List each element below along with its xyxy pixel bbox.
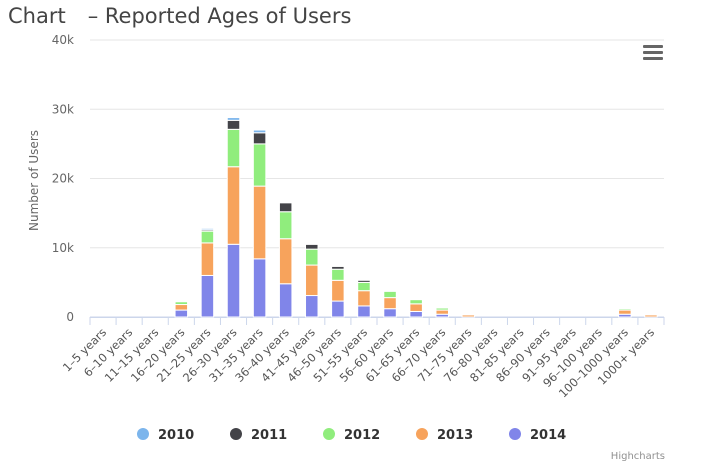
chart-title: Chart – Reported Ages of Users	[8, 4, 351, 28]
bar-segment-2012[interactable]	[200, 230, 215, 244]
bar-segment-2012[interactable]	[383, 290, 397, 299]
legend-label: 2010	[158, 428, 194, 443]
bar-segment-2012[interactable]	[618, 308, 632, 311]
legend-item-2014[interactable]: 2014	[509, 428, 566, 443]
y-tick-label: 0	[66, 310, 74, 324]
bar-segment-2013[interactable]	[383, 297, 397, 310]
bar-segment-2014[interactable]	[409, 310, 423, 318]
legend-item-2013[interactable]: 2013	[416, 428, 473, 443]
bar-segment-2014[interactable]	[200, 274, 215, 318]
legend-label: 2011	[251, 428, 287, 443]
bar-segment-2013[interactable]	[331, 279, 345, 302]
bar-segment-2013[interactable]	[226, 166, 241, 245]
bar-segment-2014[interactable]	[305, 295, 319, 318]
bar-segment-2012[interactable]	[331, 268, 345, 281]
bar-segment-2013[interactable]	[644, 314, 658, 318]
bar-segment-2012[interactable]	[252, 143, 267, 187]
bar-segment-2013[interactable]	[357, 290, 371, 307]
y-tick-label: 10k	[52, 241, 74, 255]
chart-title-right: – Reported Ages of Users	[87, 4, 352, 28]
legend-marker-icon	[137, 428, 149, 440]
hamburger-menu-icon[interactable]	[640, 42, 666, 64]
legend-label: 2013	[437, 428, 473, 443]
legend-item-2010[interactable]: 2010	[137, 428, 194, 443]
bar-segment-2011[interactable]	[331, 265, 345, 270]
bar-segment-2010[interactable]	[278, 201, 293, 204]
legend-item-2012[interactable]: 2012	[323, 428, 380, 443]
bar-segment-2011[interactable]	[252, 132, 267, 145]
bar-segment-2013[interactable]	[278, 238, 293, 285]
highcharts-credits-link[interactable]: Highcharts	[610, 451, 665, 462]
legend-marker-icon	[416, 428, 428, 440]
bar-segment-2013[interactable]	[618, 309, 632, 315]
bar-segment-2012[interactable]	[174, 301, 189, 306]
bar-segment-2014[interactable]	[252, 258, 267, 318]
bar-segment-2013[interactable]	[252, 185, 267, 260]
bar-segment-2013[interactable]	[200, 242, 215, 276]
bar-segment-2014[interactable]	[383, 308, 397, 318]
bar-segment-2012[interactable]	[305, 248, 319, 266]
bar-segment-2012[interactable]	[357, 281, 371, 292]
y-axis-title: Number of Users	[27, 130, 41, 231]
bar-segment-2010[interactable]	[200, 227, 215, 231]
y-tick-label: 40k	[52, 33, 74, 47]
bar-segment-2011[interactable]	[226, 119, 241, 130]
bar-segment-2010[interactable]	[226, 117, 241, 121]
bar-segment-2014[interactable]	[226, 243, 241, 318]
bar-segment-2012[interactable]	[278, 211, 293, 240]
legend-label: 2014	[530, 428, 566, 443]
bar-segment-2012[interactable]	[226, 128, 241, 168]
bar-segment-2014[interactable]	[331, 300, 345, 318]
legend-item-2011[interactable]: 2011	[230, 428, 287, 443]
y-tick-label: 20k	[52, 172, 74, 186]
bar-segment-2012[interactable]	[435, 307, 449, 311]
bar-segment-2012[interactable]	[409, 299, 423, 305]
legend-label: 2012	[344, 428, 380, 443]
chart-title-left: Chart	[8, 4, 66, 28]
bar-segment-2013[interactable]	[435, 309, 449, 315]
bar-segment-2014[interactable]	[278, 283, 293, 318]
y-tick-label: 30k	[52, 102, 74, 116]
bar-segment-2013[interactable]	[409, 303, 423, 312]
bar-segment-2014[interactable]	[357, 305, 371, 318]
bar-segment-2013[interactable]	[174, 304, 189, 311]
bar-segment-2014[interactable]	[174, 309, 189, 318]
bar-segment-2010[interactable]	[305, 243, 319, 245]
legend-marker-icon	[230, 428, 242, 440]
bar-segment-2010[interactable]	[252, 129, 267, 134]
legend-marker-icon	[509, 428, 521, 440]
bar-segment-2013[interactable]	[461, 314, 476, 318]
bar-segment-2011[interactable]	[305, 243, 319, 250]
bar-segment-2011[interactable]	[357, 279, 371, 283]
legend-marker-icon	[323, 428, 335, 440]
bar-segment-2011[interactable]	[278, 202, 293, 213]
bar-segment-2013[interactable]	[305, 264, 319, 297]
